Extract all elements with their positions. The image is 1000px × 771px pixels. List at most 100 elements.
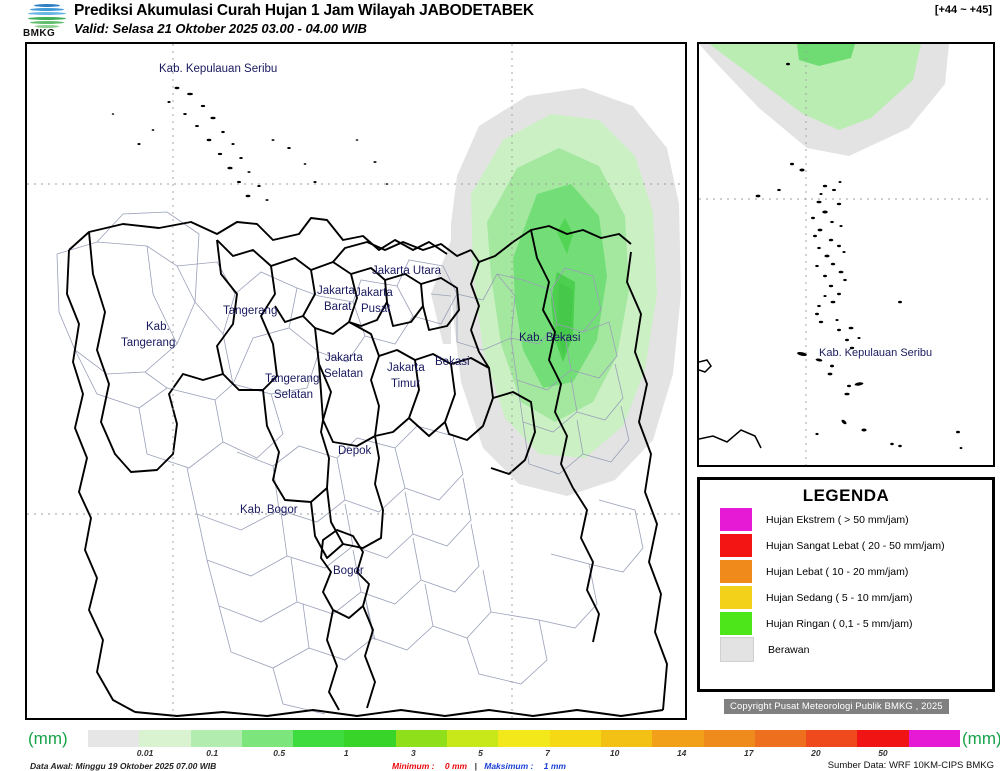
colorbar-segment	[447, 730, 499, 747]
main-map-canvas: Kab. Kepulauan Seribu Kab. Tangerang Tanger…	[27, 44, 685, 718]
main-map-panel[interactable]: Kab. Kepulauan Seribu Kab. Tangerang Tanger…	[25, 42, 687, 720]
map-label: Jakarta	[387, 362, 425, 374]
map-label: Jakarta	[355, 287, 393, 299]
legend-row: Berawan	[700, 637, 992, 662]
inset-map-canvas: Kab. Kepulauan Seribu	[699, 44, 993, 465]
colorbar-tick: 17	[744, 748, 754, 758]
map-label: Kab. Bekasi	[519, 332, 580, 344]
legend-row: Hujan Sedang ( 5 - 10 mm/jam)	[700, 585, 992, 610]
map-label: Jakarta	[317, 285, 355, 297]
valid-period-label: Valid: Selasa 21 Oktober 2025 03.00 - 04…	[74, 21, 367, 36]
map-label: Pusat	[361, 303, 391, 315]
legend-item-label: Hujan Lebat ( 10 - 20 mm/jam)	[766, 565, 909, 578]
map-label: Depok	[338, 445, 371, 457]
colorbar-tick: 0.5	[273, 748, 286, 758]
data-source-label: Sumber Data: WRF 10KM-CIPS BMKG	[827, 760, 994, 771]
colorbar-tick: 3	[411, 748, 416, 758]
inset-precip-hujan-ringan	[709, 44, 921, 130]
colorbar-segment	[293, 730, 345, 747]
legend-color-swatch	[720, 508, 752, 531]
district-boundaries	[66, 217, 668, 717]
inset-map-panel[interactable]: Kab. Kepulauan Seribu 5.5S 106.5E	[697, 42, 995, 467]
legend-color-swatch	[720, 534, 752, 557]
map-label: Tangerang	[265, 373, 319, 385]
maximum-value: 1 mm	[543, 761, 566, 771]
inset-map-labels: Kab. Kepulauan Seribu	[819, 347, 932, 359]
colorbar-segment	[857, 730, 909, 747]
colorbar-tick: 0.01	[136, 748, 154, 758]
inset-coastline	[699, 359, 762, 449]
colorbar-segment	[549, 730, 601, 747]
colorbar-segment	[344, 730, 396, 747]
map-label: Jakarta Utara	[372, 265, 442, 277]
colorbar-tick: 1	[343, 748, 349, 758]
inset-seribu-islands	[755, 62, 963, 449]
colorbar-segment	[190, 730, 242, 747]
map-label: Timur	[391, 378, 420, 390]
minmax-separator: |	[474, 761, 477, 771]
legend-item-label: Berawan	[768, 643, 810, 656]
map-label: Selatan	[324, 368, 363, 380]
colorbar-tick: 50	[878, 748, 888, 758]
colorbar-tick: 0.1	[206, 748, 219, 758]
map-label: Kab. Kepulauan Seribu	[819, 347, 932, 359]
colorbar-tick: 20	[811, 748, 821, 758]
colorbar-gradient	[88, 730, 961, 747]
colorbar-tick: 5	[478, 748, 483, 758]
copyright-notice: Copyright Pusat Meteorologi Publik BMKG …	[724, 699, 949, 714]
colorbar-segment	[139, 730, 191, 747]
colorbar-segment	[652, 730, 704, 747]
legend-color-swatch	[720, 560, 752, 583]
legend-item-label: Hujan Sedang ( 5 - 10 mm/jam)	[766, 591, 913, 604]
legend-row: Hujan Sangat Lebat ( 20 - 50 mm/jam)	[700, 533, 992, 558]
colorbar-section: (mm) (mm) 0.01 0.1 0.5 1 3 5 7 10 14 17 20 50 Data …	[0, 727, 1000, 771]
minimum-value: 0 mm	[444, 761, 468, 771]
map-label: Kab. Bogor	[240, 504, 298, 516]
data-awal-label: Data Awal: Minggu 19 Oktober 2025 07.00 …	[30, 761, 217, 771]
map-label: Kab.	[146, 321, 170, 333]
seribu-islands-main	[111, 86, 389, 201]
maximum-label: Maksimum :	[484, 761, 534, 771]
legend-item-label: Hujan Sangat Lebat ( 20 - 50 mm/jam)	[766, 539, 945, 552]
forecast-hour-range: [+44 ~ +45]	[934, 4, 992, 16]
legend-color-swatch	[720, 637, 754, 662]
map-label: Tangerang	[121, 337, 175, 349]
map-label: Barat	[324, 301, 352, 313]
colorbar-segment	[241, 730, 294, 747]
bmkg-logo-circle	[26, 1, 68, 29]
subdistrict-boundaries	[56, 211, 644, 715]
colorbar-segment	[395, 730, 448, 747]
legend-color-swatch	[720, 586, 752, 609]
legend-row: Hujan Ringan ( 0,1 - 5 mm/jam)	[700, 611, 992, 636]
inset-lon-tick: 106.5E	[791, 465, 808, 467]
page-header: BMKG Prediksi Akumulasi Curah Hujan 1 Ja…	[0, 0, 1000, 40]
unit-label-right: (mm)	[962, 729, 1000, 748]
colorbar-segment	[600, 730, 653, 747]
colorbar-segment	[806, 730, 858, 747]
page-title: Prediksi Akumulasi Curah Hujan 1 Jam Wil…	[74, 2, 534, 19]
map-label: Tangerang	[223, 305, 277, 317]
map-label: Selatan	[274, 389, 313, 401]
legend-title: LEGENDA	[802, 486, 890, 505]
colorbar-segment	[703, 730, 755, 747]
legend-panel: LEGENDA Hujan Ekstrem ( > 50 mm/jam) Huja…	[697, 477, 995, 692]
legend-row: Hujan Lebat ( 10 - 20 mm/jam)	[700, 559, 992, 584]
map-label: Bekasi	[435, 356, 470, 368]
inset-graticule	[699, 44, 993, 465]
legend-item-label: Hujan Ekstrem ( > 50 mm/jam)	[766, 513, 909, 526]
map-label: Kab. Kepulauan Seribu	[159, 63, 277, 75]
unit-label-left: (mm)	[28, 729, 68, 748]
colorbar-segment	[754, 730, 807, 747]
bmkg-logo-text: BMKG	[23, 28, 56, 39]
colorbar-tick: 10	[609, 748, 620, 758]
map-label: Bogor	[333, 565, 364, 577]
colorbar-tick: 14	[676, 748, 687, 758]
colorbar-tick: 7	[545, 748, 550, 758]
colorbar-segment	[908, 730, 961, 747]
minimum-label: Minimum :	[392, 761, 435, 771]
colorbar-segment	[88, 730, 140, 747]
legend-item-label: Hujan Ringan ( 0,1 - 5 mm/jam)	[766, 617, 913, 630]
graticule	[27, 44, 685, 718]
legend-row: Hujan Ekstrem ( > 50 mm/jam)	[700, 507, 992, 532]
map-label: Jakarta	[325, 352, 363, 364]
